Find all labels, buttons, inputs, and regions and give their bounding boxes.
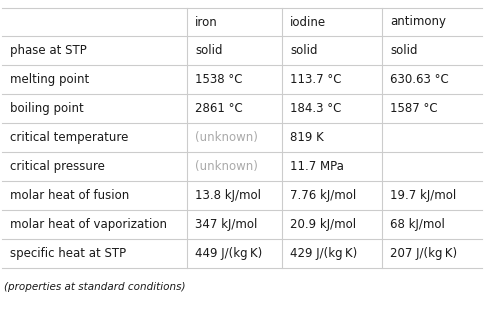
Text: 207 J/(kg K): 207 J/(kg K): [390, 247, 457, 260]
Text: 1587 °C: 1587 °C: [390, 102, 438, 115]
Text: 347 kJ/mol: 347 kJ/mol: [195, 218, 257, 231]
Text: (unknown): (unknown): [195, 131, 258, 144]
Text: 7.76 kJ/mol: 7.76 kJ/mol: [290, 189, 356, 202]
Text: 630.63 °C: 630.63 °C: [390, 73, 449, 86]
Text: (properties at standard conditions): (properties at standard conditions): [4, 282, 185, 292]
Text: solid: solid: [390, 44, 418, 57]
Text: melting point: melting point: [10, 73, 89, 86]
Text: 819 K: 819 K: [290, 131, 324, 144]
Text: iron: iron: [195, 15, 218, 28]
Text: critical temperature: critical temperature: [10, 131, 128, 144]
Text: phase at STP: phase at STP: [10, 44, 87, 57]
Text: solid: solid: [195, 44, 223, 57]
Text: molar heat of fusion: molar heat of fusion: [10, 189, 129, 202]
Text: specific heat at STP: specific heat at STP: [10, 247, 126, 260]
Text: molar heat of vaporization: molar heat of vaporization: [10, 218, 167, 231]
Text: iodine: iodine: [290, 15, 326, 28]
Text: 1538 °C: 1538 °C: [195, 73, 242, 86]
Text: antimony: antimony: [390, 15, 446, 28]
Text: 429 J/(kg K): 429 J/(kg K): [290, 247, 357, 260]
Text: 68 kJ/mol: 68 kJ/mol: [390, 218, 445, 231]
Text: 19.7 kJ/mol: 19.7 kJ/mol: [390, 189, 456, 202]
Text: 13.8 kJ/mol: 13.8 kJ/mol: [195, 189, 261, 202]
Text: (unknown): (unknown): [195, 160, 258, 173]
Text: 113.7 °C: 113.7 °C: [290, 73, 342, 86]
Text: 184.3 °C: 184.3 °C: [290, 102, 341, 115]
Text: solid: solid: [290, 44, 318, 57]
Text: 2861 °C: 2861 °C: [195, 102, 243, 115]
Text: 449 J/(kg K): 449 J/(kg K): [195, 247, 262, 260]
Text: boiling point: boiling point: [10, 102, 84, 115]
Text: critical pressure: critical pressure: [10, 160, 105, 173]
Text: 20.9 kJ/mol: 20.9 kJ/mol: [290, 218, 356, 231]
Text: 11.7 MPa: 11.7 MPa: [290, 160, 344, 173]
